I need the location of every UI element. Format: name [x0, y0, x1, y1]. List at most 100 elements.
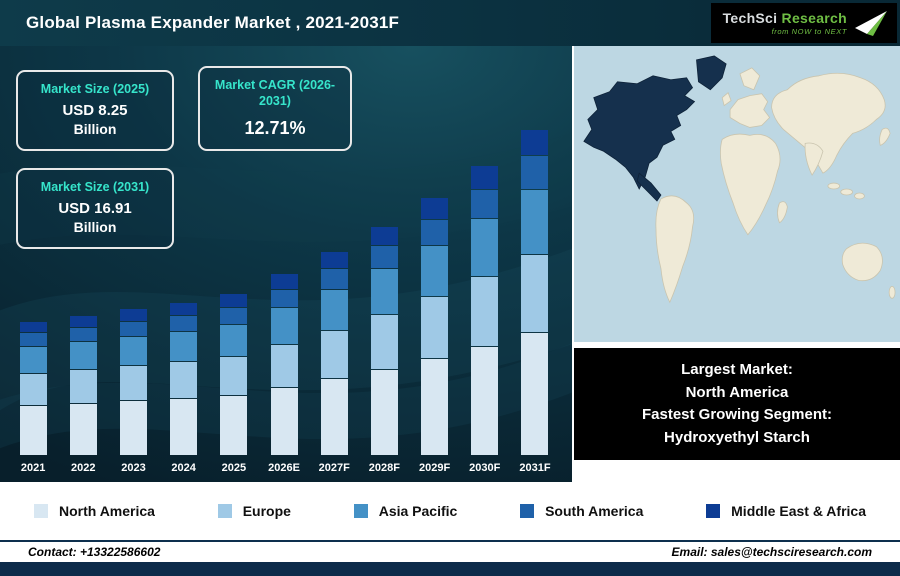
info-box-value: USD 8.25 — [62, 102, 128, 120]
x-axis-label: 2029F — [418, 462, 451, 474]
bar-segment-asia-pacific — [19, 347, 47, 373]
bar-segment-north-america — [69, 403, 97, 455]
stacked-bar-chart: 2021 2022 2023 2024 2025 2026E 2027F 2028F 2029F… — [8, 122, 560, 476]
callout-line: Fastest Growing Segment: — [641, 406, 833, 423]
map-new-zealand — [888, 285, 896, 299]
bar-segment-asia-pacific — [320, 289, 348, 330]
legend-label: Asia Pacific — [378, 503, 458, 519]
info-box-label: Market CAGR (2026-2031) — [214, 78, 336, 109]
chart-legend: North America Europe Asia Pacific South Ame… — [0, 482, 900, 540]
map-europe — [729, 93, 771, 128]
bar-segment-north-america — [370, 369, 398, 455]
bar-segment-south-america — [270, 289, 298, 308]
market-size-2031-box: Market Size (2031) USD 16.91 Billion — [16, 168, 174, 249]
bar-segment-europe — [421, 297, 449, 358]
bar-segment-middle-east-africa — [119, 309, 147, 321]
logo-brand-primary: TechSci — [722, 9, 778, 26]
bar-segment-north-america — [421, 358, 449, 455]
info-box-label: Market Size (2025) — [40, 82, 150, 96]
map-north-america-highlight — [583, 75, 696, 190]
market-size-2025-box: Market Size (2025) USD 8.25 Billion — [16, 70, 174, 151]
bar-segment-asia-pacific — [170, 331, 198, 362]
bar-segment-asia-pacific — [521, 189, 549, 254]
bar-segment-south-america — [220, 307, 248, 324]
map-scandinavia — [739, 67, 761, 91]
bar-segment-middle-east-africa — [521, 129, 549, 156]
logo-text: TechSci Research from NOW to NEXT — [723, 11, 847, 36]
bar-column-2024: 2024 — [159, 302, 209, 476]
bar-segment-europe — [471, 277, 499, 346]
bar-column-2030f: 2030F — [460, 165, 510, 476]
bar-stack — [471, 165, 499, 455]
logo-brand-secondary: Research — [781, 9, 847, 26]
bar-stack — [370, 226, 398, 455]
bar-column-2031f: 2031F — [510, 129, 560, 476]
footer-bottom-bar — [0, 562, 900, 576]
bar-segment-europe — [320, 330, 348, 379]
bar-segment-middle-east-africa — [320, 251, 348, 268]
map-central-america-highlight — [636, 172, 662, 202]
bar-segment-middle-east-africa — [220, 294, 248, 307]
map-japan — [879, 127, 891, 146]
map-africa — [720, 133, 781, 236]
bar-stack — [270, 273, 298, 455]
brand-logo: TechSci Research from NOW to NEXT — [711, 3, 897, 43]
bar-stack — [220, 293, 248, 455]
info-box-value: 12.71% — [244, 117, 306, 138]
bar-segment-north-america — [521, 332, 549, 455]
bar-segment-south-america — [421, 219, 449, 245]
legend-item-south-america: South America — [520, 503, 643, 519]
bar-segment-north-america — [471, 346, 499, 455]
x-axis-label: 2023 — [121, 462, 146, 474]
map-panel: Largest Market: North America Fastest Gr… — [572, 46, 900, 482]
bar-stack — [69, 315, 97, 455]
bar-segment-europe — [521, 254, 549, 332]
bar-stack — [170, 302, 198, 455]
bar-segment-europe — [370, 314, 398, 369]
map-british-isles — [721, 92, 732, 107]
email-info: Email: sales@techsciresearch.com — [671, 545, 872, 559]
world-map — [574, 46, 900, 342]
bar-segment-middle-east-africa — [270, 274, 298, 289]
callout-line: Hydroxyethyl Starch — [664, 428, 810, 446]
map-indonesia — [827, 182, 841, 190]
legend-swatch — [520, 504, 535, 518]
legend-label: Europe — [242, 503, 291, 519]
bar-segment-north-america — [270, 387, 298, 455]
bar-column-2023: 2023 — [108, 308, 158, 476]
legend-swatch — [706, 504, 721, 518]
bar-segment-asia-pacific — [220, 324, 248, 356]
page-title: Global Plasma Expander Market , 2021-203… — [26, 13, 400, 32]
map-south-america — [655, 195, 695, 304]
x-axis-label: 2026E — [268, 462, 300, 474]
logo-arrow-icon — [855, 10, 887, 36]
legend-item-middle-east-africa: Middle East & Africa — [706, 503, 866, 519]
bar-stack — [521, 129, 549, 455]
legend-swatch — [217, 504, 232, 518]
x-axis-label: 2028F — [368, 462, 400, 474]
x-axis-label: 2031F — [519, 462, 551, 474]
bar-column-2028f: 2028F — [359, 226, 409, 476]
chart-panel: Market Size (2025) USD 8.25 Billion Mark… — [0, 46, 572, 482]
bar-stack — [119, 308, 147, 455]
bar-segment-asia-pacific — [119, 336, 147, 366]
market-cagr-box: Market CAGR (2026-2031) 12.71% — [198, 66, 352, 151]
x-axis-label: 2030F — [469, 462, 501, 474]
bar-segment-middle-east-africa — [19, 321, 47, 333]
bar-segment-asia-pacific — [370, 269, 398, 314]
legend-swatch — [34, 504, 48, 518]
legend-swatch — [353, 504, 368, 518]
bar-segment-middle-east-africa — [471, 166, 499, 189]
bar-column-2029f: 2029F — [410, 197, 460, 476]
bar-segment-north-america — [170, 398, 198, 455]
bar-stack — [320, 251, 348, 455]
contact-info: Contact: +13322586602 — [28, 545, 161, 559]
bar-column-2021: 2021 — [8, 321, 58, 476]
bar-segment-north-america — [19, 406, 47, 455]
info-box-unit: Billion — [73, 219, 117, 235]
bar-stack — [421, 197, 449, 455]
bar-segment-north-america — [119, 401, 147, 455]
bar-segment-south-america — [521, 156, 549, 189]
legend-item-europe: Europe — [217, 503, 291, 519]
